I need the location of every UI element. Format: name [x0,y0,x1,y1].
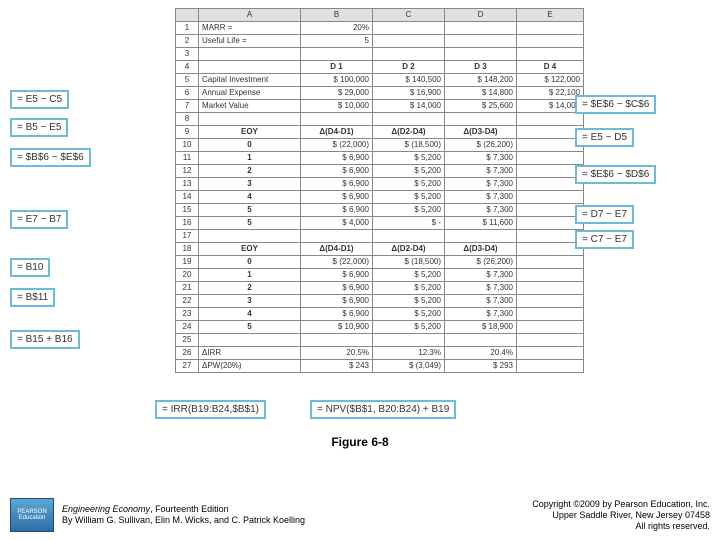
callout-e6-d6: = $E$6 − $D$6 [575,165,656,184]
callout-d7-e7: = D7 − E7 [575,205,634,224]
col-e-header: E [517,9,584,22]
corner-cell [176,9,199,22]
callout-e7-b7: = E7 − B7 [10,210,68,229]
col-d-header: D [445,9,517,22]
callout-b11: = B$11 [10,288,55,307]
callout-e5-d5: = E5 − D5 [575,128,634,147]
copyright-block: Copyright ©2009 by Pearson Education, In… [532,499,710,532]
col-b-header: B [301,9,373,22]
callout-b15-b16: = B15 + B16 [10,330,80,349]
figure-label: Figure 6-8 [0,435,720,449]
callout-b6-e6: = $B$6 − $E$6 [10,148,91,167]
footer: PEARSON Education Engineering Economy, F… [10,498,710,532]
col-c-header: C [373,9,445,22]
book-info: Engineering Economy, Fourteenth Edition … [62,504,305,526]
callout-npv: = NPV($B$1, B20:B24) + B19 [310,400,456,419]
callout-b5-e5: = B5 − E5 [10,118,68,137]
spreadsheet-table: A B C D E 1MARR =20% 2Useful Life =5 3 4… [175,8,584,373]
callout-irr: = IRR(B19:B24,$B$1) [155,400,266,419]
callout-c7-e7: = C7 − E7 [575,230,634,249]
callout-e5-c5: = E5 − C5 [10,90,69,109]
col-a-header: A [199,9,301,22]
callout-b10: = B10 [10,258,50,277]
pearson-logo: PEARSON Education [10,498,54,532]
callout-e6-c6: = $E$6 − $C$6 [575,95,656,114]
